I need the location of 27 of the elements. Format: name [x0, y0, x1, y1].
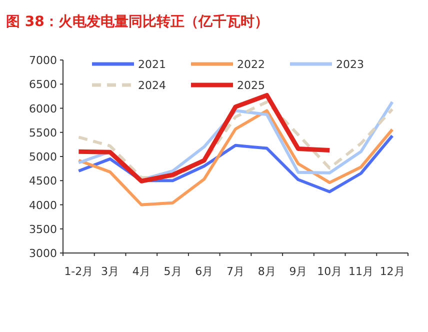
x-tick-label: 7月: [226, 265, 244, 278]
x-tick-label: 12月: [380, 265, 405, 278]
chart-title: 图 38：火电发电量同比转正（亿千瓦时）: [6, 13, 268, 30]
y-tick-label: 4500: [29, 174, 57, 188]
y-tick-label: 5500: [29, 126, 57, 140]
y-tick-label: 5000: [29, 150, 57, 164]
x-tick-label: 11月: [348, 265, 374, 278]
y-tick-label: 3000: [29, 247, 57, 260]
y-tick-label: 3500: [29, 222, 57, 236]
y-tick-label: 4000: [29, 198, 57, 212]
x-tick-label: 1-2月: [64, 265, 94, 278]
x-tick-label: 9月: [289, 265, 308, 278]
x-tick-label: 5月: [164, 265, 182, 278]
legend-label: 2025: [237, 79, 265, 92]
x-tick-label: 10月: [317, 265, 342, 278]
y-tick-label: 6500: [29, 78, 57, 92]
x-tick-label: 6月: [195, 265, 214, 278]
legend-label: 2023: [336, 58, 364, 71]
legend-label: 2022: [237, 58, 265, 71]
x-tick-label: 8月: [258, 265, 276, 278]
y-tick-label: 7000: [29, 54, 57, 67]
y-tick-label: 6000: [29, 102, 57, 116]
legend-label: 2021: [138, 58, 166, 71]
x-tick-label: 3月: [101, 265, 120, 278]
x-tick-label: 4月: [132, 265, 150, 278]
legend-label: 2024: [138, 79, 166, 92]
line-series: [77, 109, 394, 206]
